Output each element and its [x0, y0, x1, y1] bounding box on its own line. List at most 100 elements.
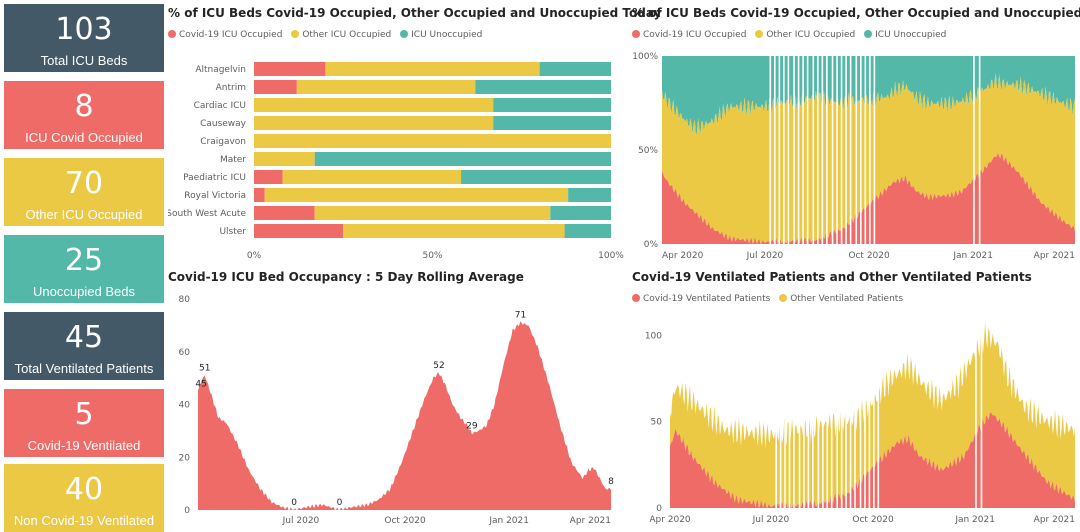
- data-gap: [845, 56, 847, 244]
- legend-item-covid: Covid-19 ICU Occupied: [168, 30, 282, 40]
- icu-trend-legend: Covid-19 ICU Occupied Other ICU Occupied…: [632, 30, 952, 40]
- icu-trend-title: % of ICU Beds Covid-19 Occupied, Other O…: [632, 6, 1080, 20]
- kpi-label: Covid-19 Ventilated: [27, 438, 141, 453]
- data-gap: [840, 318, 843, 508]
- x-tick-label: Apr 2020: [662, 251, 704, 261]
- y-tick-label: 100%: [632, 52, 658, 62]
- category-label: Craigavon: [200, 137, 246, 147]
- data-gap: [826, 56, 828, 244]
- kpi-card: 40 Non Covid-19 Ventilated: [4, 464, 164, 532]
- y-tick-label: 50: [651, 418, 663, 428]
- area-unoccupied: [662, 56, 1075, 137]
- data-gap: [978, 56, 981, 244]
- data-gap: [769, 56, 772, 244]
- area-covid: [662, 153, 1075, 244]
- x-tick-label: 50%: [422, 251, 442, 261]
- data-gap: [784, 318, 786, 508]
- kpi-value: 40: [64, 472, 104, 507]
- ventilated-panel: Covid-19 Ventilated Patients and Other V…: [632, 270, 1078, 532]
- data-gap: [807, 318, 810, 508]
- data-gap: [812, 318, 814, 508]
- kpi-card: 103 Total ICU Beds: [4, 4, 164, 72]
- data-gap: [869, 56, 871, 244]
- kpi-label: Other ICU Occupied: [25, 207, 143, 222]
- data-gap: [821, 56, 824, 244]
- kpi-value: 5: [74, 397, 94, 432]
- data-label: 51: [199, 363, 210, 373]
- data-label: 0: [337, 498, 343, 508]
- bar-segment: [314, 152, 611, 166]
- data-gap: [817, 318, 820, 508]
- bar-segment: [254, 206, 315, 220]
- data-gap: [859, 318, 862, 508]
- category-label: Paediatric ICU: [183, 173, 246, 183]
- data-gap: [798, 318, 801, 508]
- data-gap: [877, 318, 880, 508]
- y-tick-label: 0: [656, 504, 662, 514]
- bar-segment: [254, 134, 611, 148]
- bar-segment: [264, 188, 569, 202]
- x-tick-label: Oct 2020: [852, 515, 894, 525]
- rolling-avg-title: Covid-19 ICU Bed Occupancy : 5 Day Rolli…: [168, 270, 524, 284]
- data-gap: [779, 318, 782, 508]
- bar-segment: [343, 224, 565, 238]
- kpi-label: Total Ventilated Patients: [14, 361, 154, 376]
- bar-segment: [461, 170, 611, 184]
- data-gap: [868, 318, 871, 508]
- bar-segment: [254, 152, 315, 166]
- x-tick-label: Jul 2020: [752, 515, 790, 525]
- y-tick-label: 80: [179, 295, 191, 305]
- data-gap: [840, 56, 843, 244]
- kpi-value: 45: [64, 320, 104, 355]
- data-label: 71: [515, 311, 526, 321]
- bar-segment: [254, 80, 297, 94]
- data-gap: [802, 56, 804, 244]
- y-tick-label: 50%: [638, 146, 658, 156]
- data-gap: [830, 318, 833, 508]
- category-label: South West Acute: [168, 209, 246, 219]
- data-gap: [788, 318, 791, 508]
- data-gap: [831, 56, 834, 244]
- icu-trend-panel: % of ICU Beds Covid-19 Occupied, Other O…: [632, 6, 1080, 268]
- x-tick-label: Apr 2021: [1034, 251, 1075, 261]
- category-label: Cardiac ICU: [194, 101, 246, 111]
- data-gap: [836, 318, 839, 508]
- y-tick-label: 20: [179, 453, 191, 463]
- x-tick-label: Apr 2021: [570, 516, 611, 526]
- data-gap: [855, 56, 858, 244]
- data-gap: [864, 318, 866, 508]
- bar-segment: [325, 62, 540, 76]
- kpi-card: 8 ICU Covid Occupied: [4, 81, 164, 149]
- kpi-label: Total ICU Beds: [40, 53, 128, 68]
- category-label: Mater: [220, 155, 246, 165]
- legend-item-covid-ventilated: Covid-19 Ventilated Patients: [632, 294, 770, 304]
- bar-segment: [564, 224, 611, 238]
- kpi-value: 103: [55, 12, 113, 47]
- icu-today-title: % of ICU Beds Covid-19 Occupied, Other O…: [168, 6, 662, 20]
- data-gap: [826, 318, 829, 508]
- kpi-value: 8: [74, 89, 94, 124]
- bar-segment: [568, 188, 611, 202]
- data-gap: [774, 56, 776, 244]
- legend-item-other: Other ICU Occupied: [755, 30, 855, 40]
- y-tick-label: 100: [645, 331, 662, 341]
- x-tick-label: Oct 2020: [384, 516, 426, 526]
- x-tick-label: Jan 2021: [952, 251, 993, 261]
- category-label: Antrim: [216, 83, 246, 93]
- kpi-card: 5 Covid-19 Ventilated: [4, 389, 164, 457]
- x-tick-label: Apr 2020: [649, 515, 691, 525]
- data-gap: [793, 318, 795, 508]
- ventilated-chart: 0 50 100 Apr 2020 Jul 2020 Oct 2020 Jan 2021 Ap…: [645, 318, 1075, 525]
- legend-item-unoccupied: ICU Unoccupied: [864, 30, 946, 40]
- bar-segment: [254, 98, 494, 112]
- data-gap: [775, 318, 778, 508]
- category-label: Altnagelvin: [195, 65, 246, 75]
- icu-trend-chart: 0% 50% 100% Apr 2020 Jul 2020 Oct 2020 Jan 202…: [632, 52, 1075, 261]
- data-gap: [849, 318, 852, 508]
- icu-today-panel: % of ICU Beds Covid-19 Occupied, Other O…: [168, 6, 661, 268]
- kpi-card: 70 Other ICU Occupied: [4, 158, 164, 226]
- bar-segment: [282, 170, 462, 184]
- data-label: 8: [608, 477, 614, 487]
- bar-segment: [254, 116, 494, 130]
